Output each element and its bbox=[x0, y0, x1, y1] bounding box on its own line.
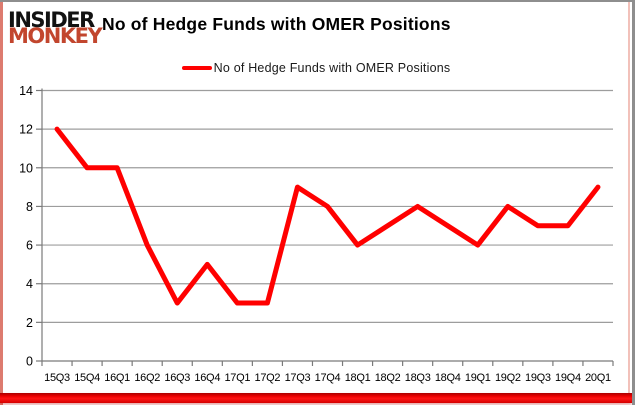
x-axis-tick-label: 19Q2 bbox=[495, 372, 521, 384]
x-axis-tick-label: 18Q1 bbox=[345, 372, 371, 384]
bottom-red-band bbox=[0, 393, 632, 403]
y-axis-tick-label: 6 bbox=[26, 239, 33, 253]
x-axis-tick-label: 17Q3 bbox=[285, 372, 311, 384]
x-axis-tick-label: 17Q4 bbox=[315, 372, 341, 384]
x-axis-tick-label: 16Q3 bbox=[164, 372, 190, 384]
x-axis-tick-label: 19Q3 bbox=[525, 372, 551, 384]
x-axis-tick-label: 16Q4 bbox=[194, 372, 220, 384]
insider-monkey-logo: INSIDER MONKEY bbox=[8, 8, 103, 48]
legend-label: No of Hedge Funds with OMER Positions bbox=[213, 61, 451, 75]
legend-line-swatch bbox=[181, 66, 212, 70]
legend: No of Hedge Funds with OMER Positions bbox=[0, 61, 632, 75]
x-axis-tick-label: 20Q1 bbox=[585, 372, 611, 384]
y-axis-tick-label: 0 bbox=[26, 355, 33, 369]
x-axis-tick-label: 19Q4 bbox=[555, 372, 581, 384]
series-line bbox=[54, 126, 601, 306]
y-axis-tick-label: 14 bbox=[19, 84, 33, 98]
x-axis-tick-label: 16Q2 bbox=[134, 372, 160, 384]
x-axis-tick-label: 17Q1 bbox=[224, 372, 250, 384]
y-axis-tick-label: 4 bbox=[26, 277, 33, 291]
logo-word-insider: INSIDER bbox=[8, 8, 95, 32]
chart-title: No of Hedge Funds with OMER Positions bbox=[102, 14, 451, 34]
y-axis-tick-label: 12 bbox=[19, 123, 33, 137]
x-axis-tick-label: 17Q2 bbox=[255, 372, 281, 384]
x-axis-tick-label: 19Q1 bbox=[465, 372, 491, 384]
x-axis-tick-label: 18Q4 bbox=[435, 372, 461, 384]
y-axis-tick-label: 10 bbox=[19, 161, 33, 175]
x-axis-tick-label: 15Q4 bbox=[74, 372, 100, 384]
x-axis-tick-label: 15Q3 bbox=[44, 372, 70, 384]
x-axis-tick-label: 18Q3 bbox=[405, 372, 431, 384]
left-accent-border bbox=[0, 2, 3, 405]
right-accent-border bbox=[628, 2, 630, 395]
x-axis-tick-label: 18Q2 bbox=[375, 372, 401, 384]
y-axis-tick-label: 2 bbox=[26, 316, 33, 330]
logo-word-monkey: MONKEY bbox=[8, 24, 103, 48]
y-axis-tick-label: 8 bbox=[26, 200, 33, 214]
x-axis-tick-label: 16Q1 bbox=[104, 372, 130, 384]
